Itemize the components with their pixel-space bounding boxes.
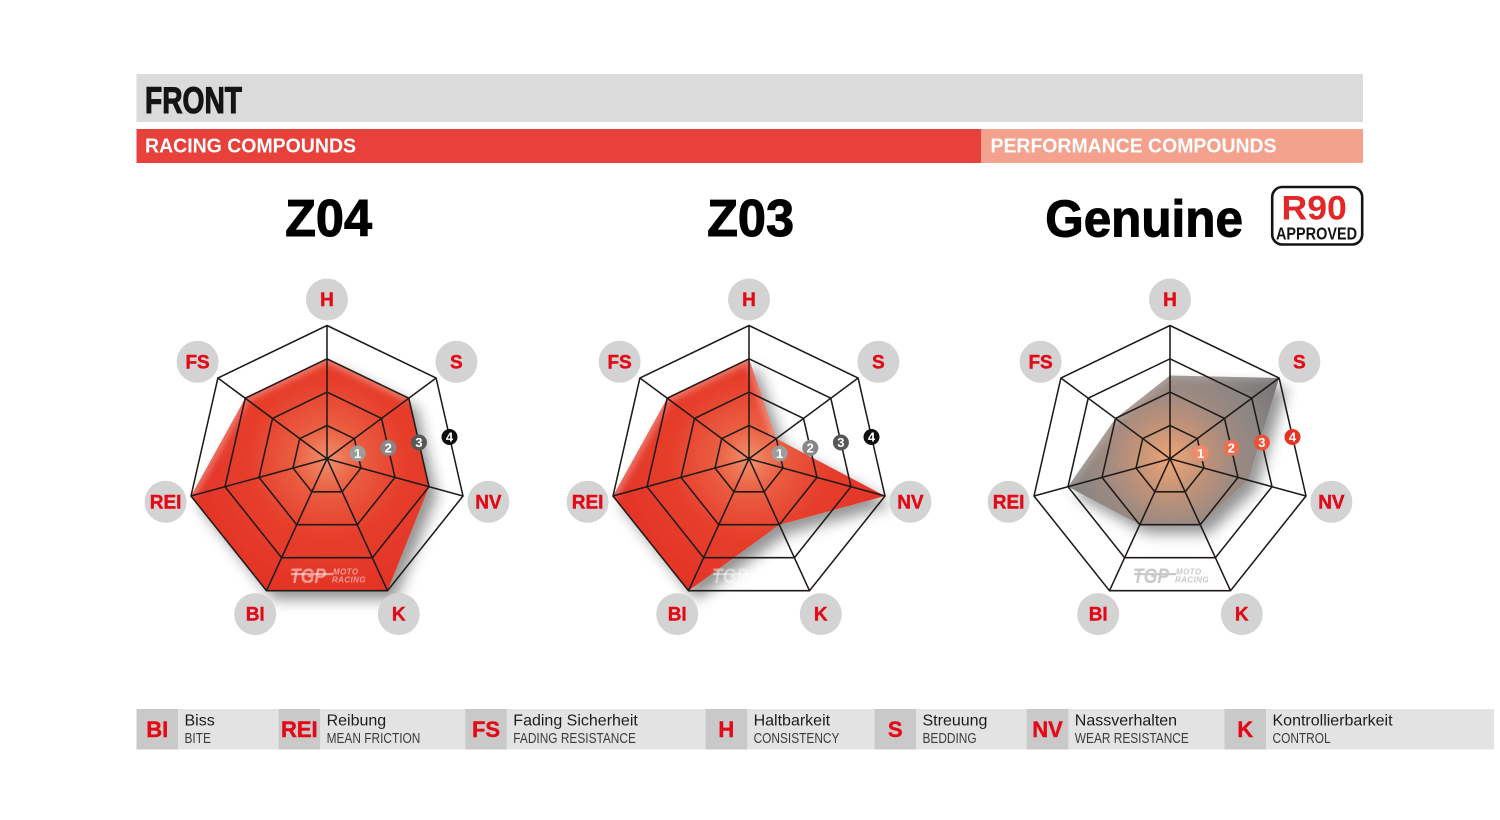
svg-text:FADING RESISTANCE: FADING RESISTANCE (513, 730, 636, 746)
svg-text:4: 4 (446, 430, 454, 445)
svg-text:K: K (1237, 717, 1253, 742)
svg-text:2: 2 (1228, 441, 1235, 456)
svg-text:NV: NV (897, 492, 924, 513)
svg-text:Z03: Z03 (707, 189, 794, 247)
svg-text:MOTO: MOTO (1176, 567, 1202, 576)
svg-text:4: 4 (868, 430, 876, 445)
svg-text:FS: FS (472, 717, 500, 742)
svg-text:RACING: RACING (754, 575, 788, 584)
svg-text:MOTO: MOTO (755, 567, 781, 576)
svg-text:FS: FS (1028, 352, 1052, 373)
svg-text:FS: FS (607, 352, 631, 373)
svg-text:Kontrollierbarkeit: Kontrollierbarkeit (1273, 712, 1394, 729)
svg-text:Streuung: Streuung (923, 712, 988, 729)
svg-text:BI: BI (146, 717, 168, 742)
svg-text:NV: NV (1318, 492, 1345, 513)
svg-text:2: 2 (807, 441, 814, 456)
svg-text:H: H (718, 717, 734, 742)
svg-text:Biss: Biss (185, 712, 215, 729)
svg-text:BEDDING: BEDDING (923, 730, 977, 746)
svg-text:BI: BI (1089, 605, 1108, 626)
svg-text:3: 3 (837, 435, 844, 450)
svg-text:4: 4 (1289, 430, 1297, 445)
svg-text:MOTO: MOTO (333, 567, 359, 576)
svg-text:REI: REI (150, 492, 182, 513)
svg-text:H: H (320, 290, 334, 311)
svg-text:Z04: Z04 (285, 189, 372, 247)
svg-text:RACING COMPOUNDS: RACING COMPOUNDS (145, 135, 356, 158)
svg-text:K: K (1235, 605, 1249, 626)
svg-text:BI: BI (668, 605, 687, 626)
svg-text:Fading Sicherheit: Fading Sicherheit (513, 712, 638, 729)
svg-text:CONSISTENCY: CONSISTENCY (754, 730, 840, 746)
svg-text:BITE: BITE (185, 730, 212, 746)
svg-text:Nassverhalten: Nassverhalten (1075, 712, 1177, 729)
svg-text:WEAR RESISTANCE: WEAR RESISTANCE (1075, 730, 1189, 746)
svg-text:Genuine: Genuine (1045, 189, 1243, 247)
svg-text:FRONT: FRONT (145, 80, 242, 121)
svg-text:PERFORMANCE COMPOUNDS: PERFORMANCE COMPOUNDS (991, 135, 1277, 158)
svg-text:H: H (1163, 290, 1177, 311)
svg-text:REI: REI (993, 492, 1025, 513)
svg-text:TGP: TGP (290, 565, 327, 588)
svg-text:R90: R90 (1282, 190, 1347, 228)
svg-text:APPROVED: APPROVED (1276, 224, 1357, 244)
svg-text:1: 1 (1197, 446, 1204, 461)
svg-text:1: 1 (354, 446, 361, 461)
svg-text:S: S (1293, 352, 1306, 373)
svg-text:3: 3 (415, 435, 422, 450)
svg-text:NV: NV (475, 492, 502, 513)
svg-text:RACING: RACING (1175, 575, 1209, 584)
svg-text:REI: REI (281, 717, 318, 742)
svg-text:K: K (392, 605, 406, 626)
svg-text:Haltbarkeit: Haltbarkeit (754, 712, 831, 729)
svg-text:S: S (450, 352, 463, 373)
svg-text:MEAN FRICTION: MEAN FRICTION (327, 730, 421, 746)
svg-text:RACING: RACING (332, 575, 366, 584)
svg-text:TGP: TGP (712, 565, 749, 588)
svg-text:CONTROL: CONTROL (1273, 730, 1331, 746)
svg-text:K: K (814, 605, 828, 626)
svg-text:S: S (872, 352, 885, 373)
svg-text:2: 2 (385, 441, 392, 456)
svg-text:REI: REI (572, 492, 604, 513)
svg-text:S: S (888, 717, 903, 742)
svg-text:H: H (742, 290, 756, 311)
svg-text:Reibung: Reibung (327, 712, 387, 729)
svg-text:1: 1 (776, 446, 783, 461)
svg-text:BI: BI (246, 605, 265, 626)
svg-text:TGP: TGP (1133, 565, 1170, 588)
svg-text:NV: NV (1032, 717, 1063, 742)
svg-text:FS: FS (185, 352, 209, 373)
svg-text:3: 3 (1258, 435, 1265, 450)
